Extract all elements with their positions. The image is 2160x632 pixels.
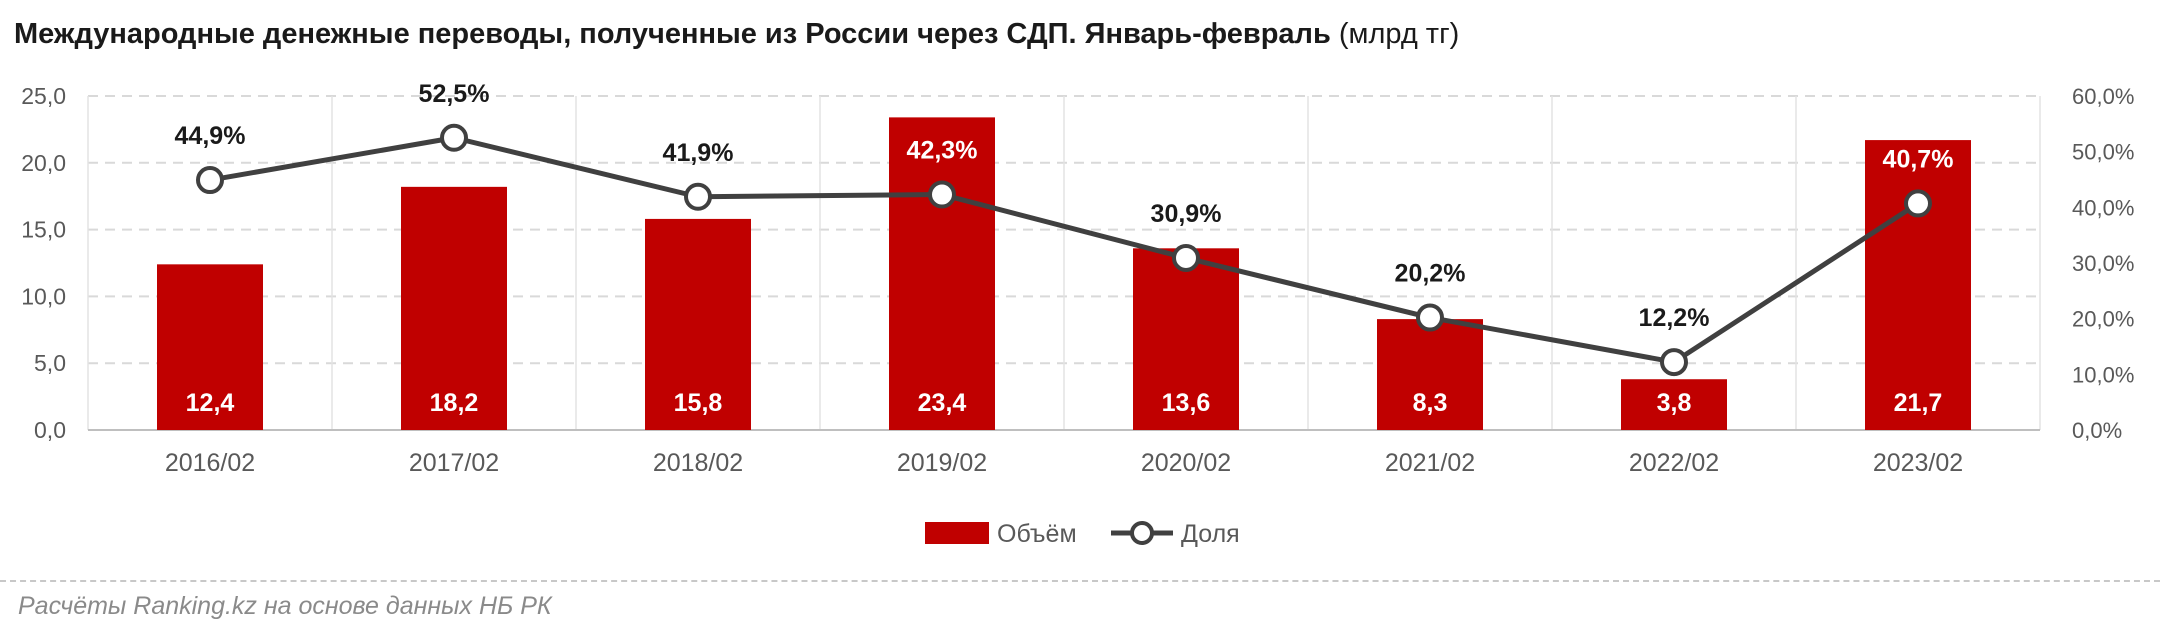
source-note: Расчёты Ranking.kz на основе данных НБ Р… bbox=[18, 592, 552, 620]
bar-2023-02 bbox=[1865, 140, 1971, 430]
share-value-label: 42,3% bbox=[907, 137, 978, 165]
share-value-label: 30,9% bbox=[1151, 200, 1222, 228]
bar-value-label: 18,2 bbox=[430, 389, 479, 417]
share-value-label: 20,2% bbox=[1395, 260, 1466, 288]
y-right-tick-label: 60,0% bbox=[2072, 84, 2134, 109]
share-marker bbox=[440, 123, 468, 152]
bar-2019-02 bbox=[889, 117, 995, 430]
combo-chart: 0,0 5,0 10,0 15,0 20,0 25,0 0,0% 10,0% 20,0% 30,0… bbox=[21, 80, 2134, 548]
x-tick-label: 2023/02 bbox=[1873, 449, 1963, 477]
bar-value-label: 13,6 bbox=[1162, 389, 1211, 417]
share-value-label: 44,9% bbox=[175, 122, 246, 150]
y-left-tick-label: 0,0 bbox=[34, 417, 66, 443]
bar-2022-02 bbox=[1621, 379, 1727, 430]
chart-title-unit: (млрд тг) bbox=[1338, 18, 1460, 50]
bar-2020-02 bbox=[1133, 248, 1239, 430]
share-value-label: 52,5% bbox=[419, 80, 490, 108]
bar-value-label: 8,3 bbox=[1413, 389, 1448, 417]
x-tick-label: 2017/02 bbox=[409, 449, 499, 477]
share-marker bbox=[928, 180, 956, 209]
y-right-tick-label: 40,0% bbox=[2072, 195, 2134, 220]
bar-value-label: 15,8 bbox=[674, 389, 723, 417]
y-right-tick-label: 20,0% bbox=[2072, 307, 2134, 332]
x-tick-label: 2021/02 bbox=[1385, 449, 1475, 477]
share-marker bbox=[684, 182, 712, 211]
share-marker bbox=[1660, 348, 1688, 377]
share-marker bbox=[1416, 303, 1444, 332]
x-tick-label: 2019/02 bbox=[897, 449, 987, 477]
y-right-tick-label: 10,0% bbox=[2072, 362, 2134, 387]
x-tick-label: 2022/02 bbox=[1629, 449, 1719, 477]
y-left-tick-label: 15,0 bbox=[21, 217, 66, 243]
legend-swatch-volume bbox=[925, 522, 989, 544]
y-right-tick-label: 30,0% bbox=[2072, 251, 2134, 276]
chart-title: Международные денежные переводы, получен… bbox=[14, 18, 1459, 51]
share-marker bbox=[196, 166, 224, 195]
share-marker bbox=[1172, 243, 1200, 272]
share-line bbox=[209, 135, 1920, 365]
x-tick-label: 2020/02 bbox=[1141, 449, 1231, 477]
bar-2016-02 bbox=[157, 264, 263, 430]
share-value-label: 40,7% bbox=[1883, 145, 1954, 173]
share-value-label: 12,2% bbox=[1639, 304, 1710, 332]
y-right-tick-label: 0,0% bbox=[2072, 418, 2122, 443]
bar-2018-02 bbox=[645, 218, 751, 430]
bar-value-label: 23,4 bbox=[918, 389, 967, 417]
y-left-tick-label: 10,0 bbox=[21, 283, 66, 309]
y-left-tick-label: 20,0 bbox=[21, 150, 66, 176]
legend-marker-share bbox=[1130, 521, 1154, 545]
x-tick-label: 2016/02 bbox=[165, 449, 255, 477]
x-tick-label: 2018/02 bbox=[653, 449, 743, 477]
bar-2021-02 bbox=[1377, 319, 1483, 430]
share-value-label: 41,9% bbox=[663, 139, 734, 167]
bar-value-label: 12,4 bbox=[186, 389, 235, 417]
chart-title-main: Международные денежные переводы, получен… bbox=[14, 18, 1331, 50]
bar-2017-02 bbox=[401, 186, 507, 430]
y-right-tick-label: 50,0% bbox=[2072, 140, 2134, 165]
share-marker bbox=[1904, 189, 1932, 218]
y-left-tick-label: 5,0 bbox=[34, 350, 66, 376]
y-left-tick-label: 25,0 bbox=[21, 83, 66, 109]
bar-value-label: 3,8 bbox=[1657, 389, 1692, 417]
legend-label-share: Доля bbox=[1181, 520, 1240, 548]
footer-divider bbox=[0, 580, 2160, 582]
legend-label-volume: Объём bbox=[997, 520, 1077, 548]
bar-value-label: 21,7 bbox=[1894, 389, 1943, 417]
